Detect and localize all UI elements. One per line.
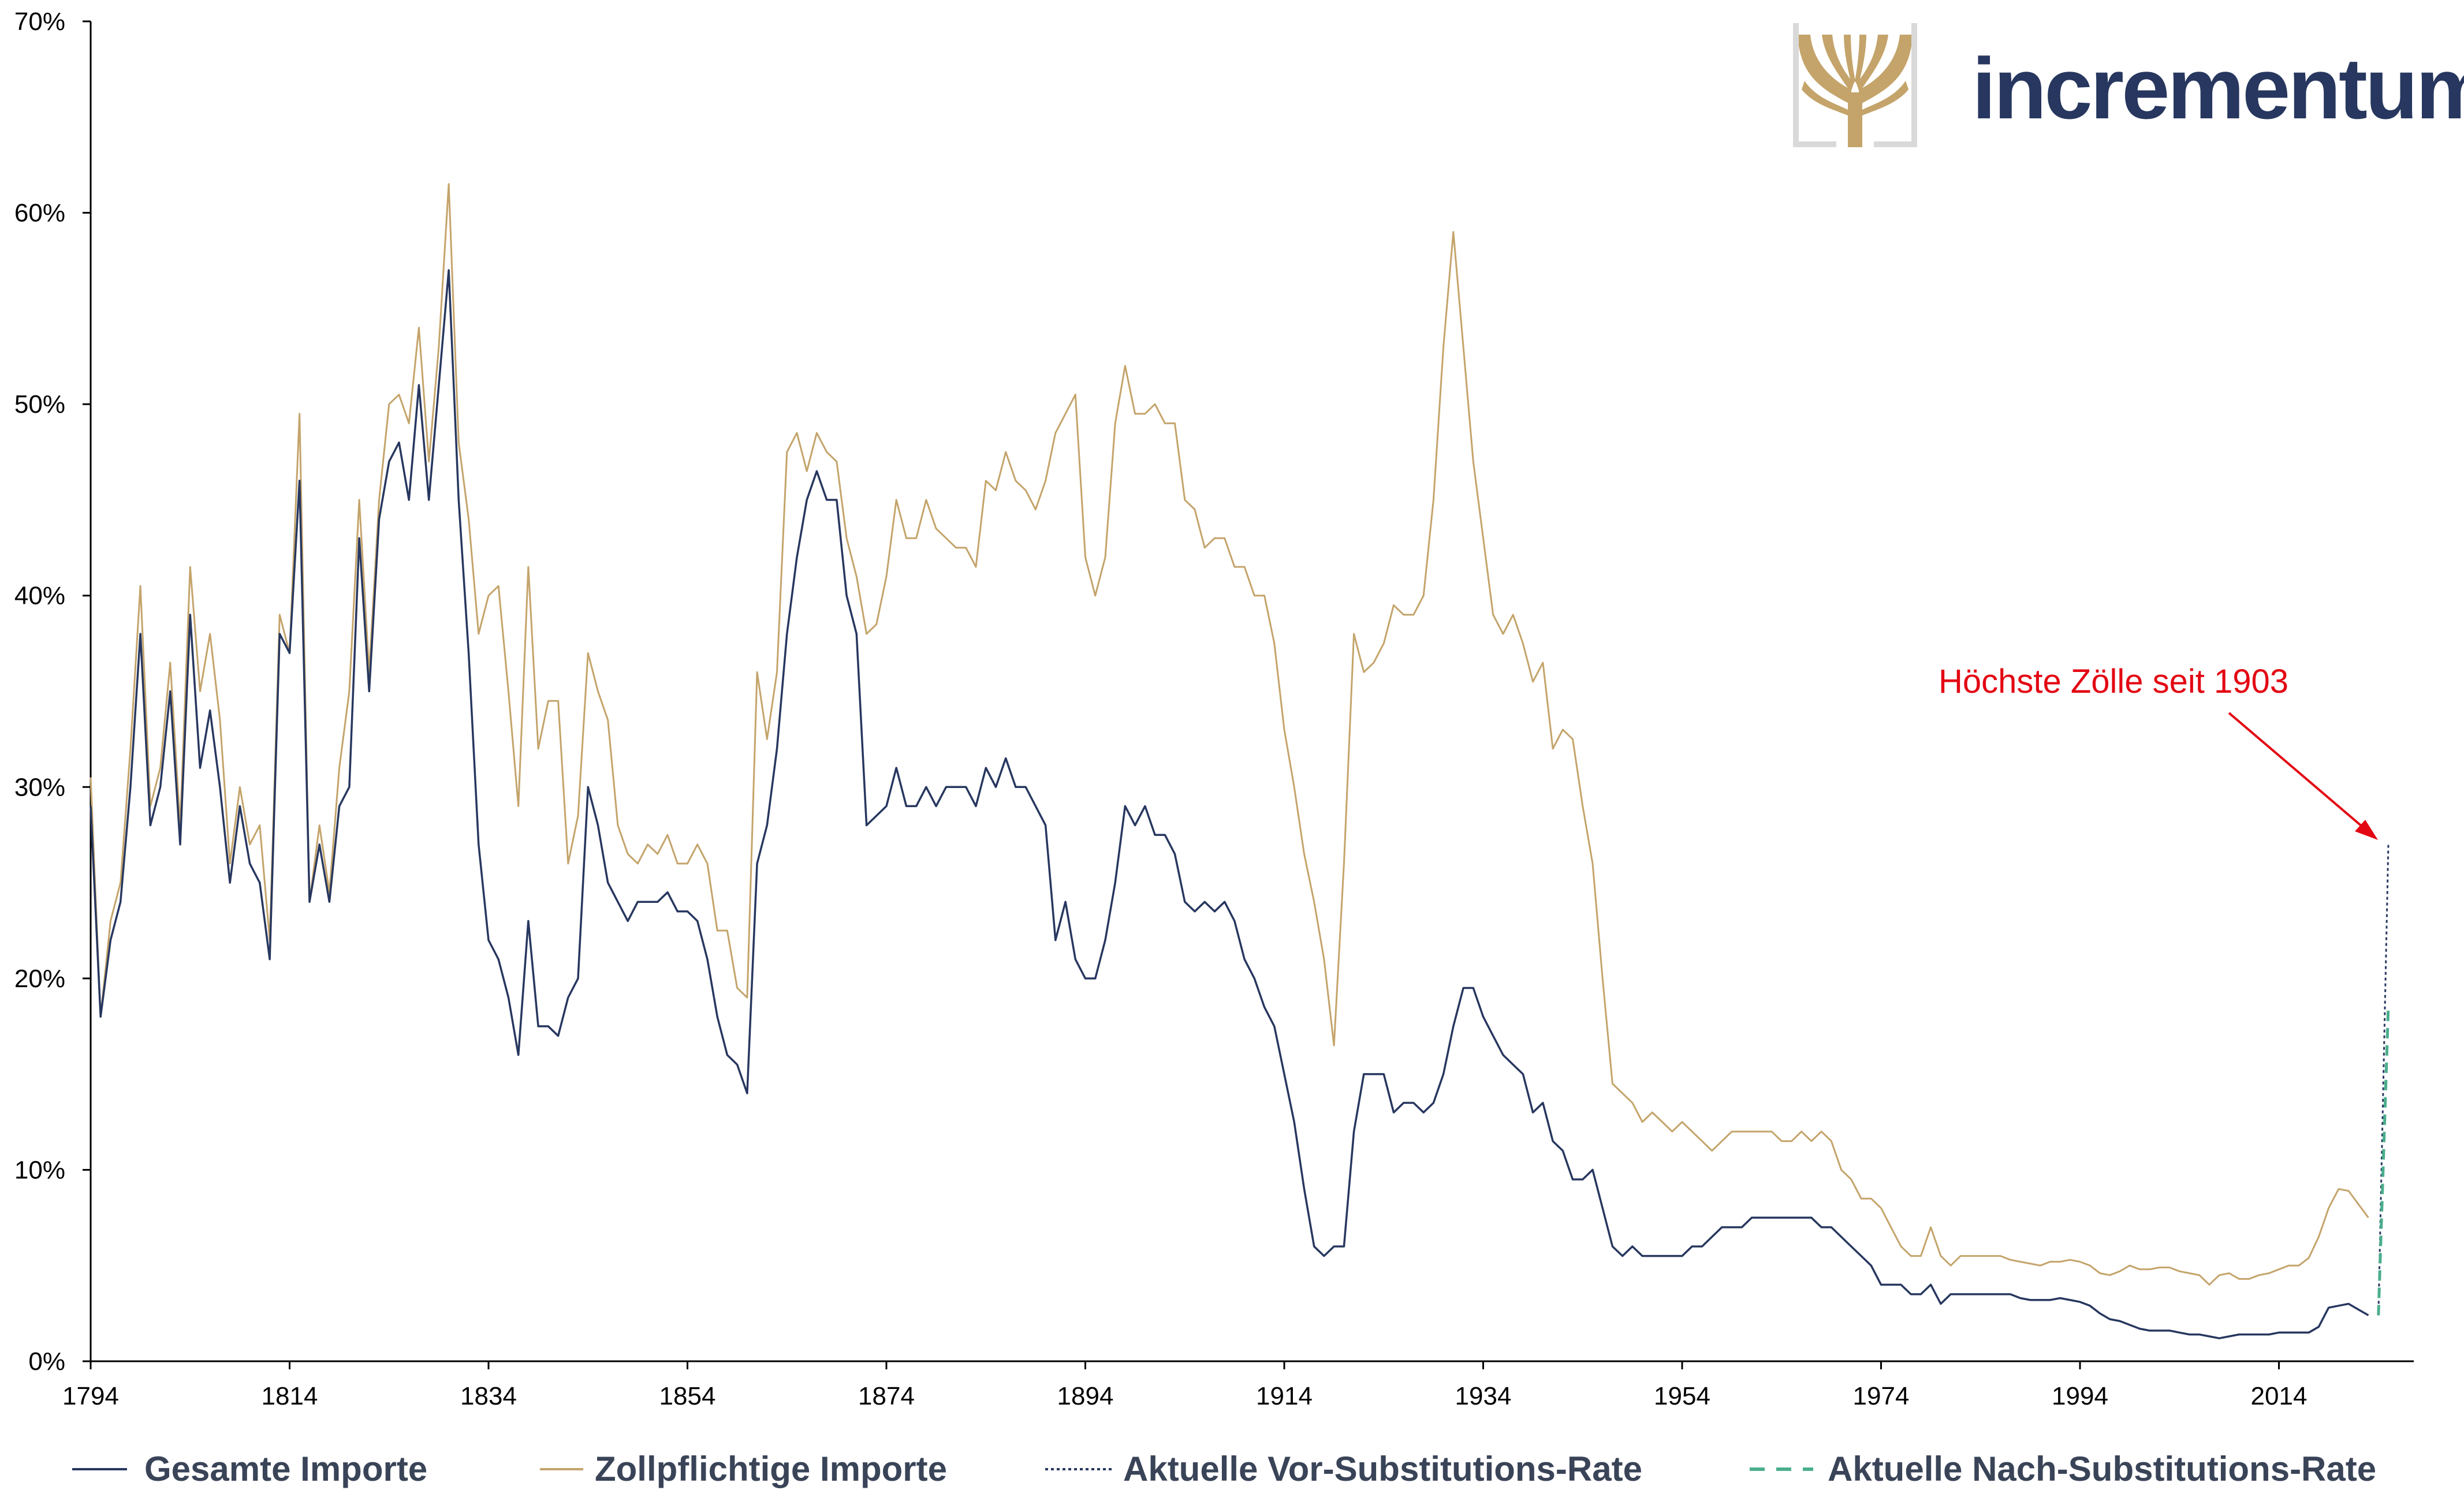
plot-area: 0% 10% 20% 30% 40% 50% 60% 70% 1794 1814 1834 1854… bbox=[14, 8, 2414, 1410]
legend-item-vor-substitutions-rate: Aktuelle Vor-Substitutions-Rate bbox=[1045, 1450, 1642, 1488]
annotation-text: Höchste Zölle seit 1903 bbox=[1939, 663, 2288, 700]
y-tick-label: 60% bbox=[14, 199, 65, 227]
x-tick-label: 1874 bbox=[858, 1382, 915, 1410]
y-tick-label: 10% bbox=[14, 1156, 65, 1184]
legend-item-gesamte-importe: Gesamte Importe bbox=[72, 1450, 427, 1488]
legend-label: Aktuelle Nach-Substitutions-Rate bbox=[1828, 1450, 2376, 1488]
annotation-arrowhead bbox=[2355, 820, 2378, 840]
series-layer bbox=[90, 183, 2390, 1339]
y-tick-label: 70% bbox=[14, 8, 65, 36]
series-line-zollpflichtige-importe bbox=[90, 183, 2369, 1286]
y-tick-label: 0% bbox=[28, 1347, 65, 1376]
brand-logo: incrementum bbox=[1793, 23, 2464, 147]
y-axis-ticks: 0% 10% 20% 30% 40% 50% 60% 70% bbox=[14, 8, 91, 1376]
annotation: Höchste Zölle seit 1903 bbox=[1939, 663, 2378, 840]
legend-label: Aktuelle Vor-Substitutions-Rate bbox=[1123, 1450, 1642, 1488]
series-line-gesamte-importe bbox=[90, 269, 2369, 1339]
legend: Gesamte Importe Zollpflichtige Importe A… bbox=[72, 1450, 2376, 1488]
legend-item-zollpflichtige-importe: Zollpflichtige Importe bbox=[540, 1450, 947, 1488]
annotation-arrow bbox=[2228, 712, 2368, 831]
legend-label: Zollpflichtige Importe bbox=[595, 1450, 947, 1488]
x-tick-label: 1974 bbox=[1853, 1382, 1910, 1410]
x-tick-label: 1994 bbox=[2052, 1382, 2108, 1410]
x-tick-label: 2014 bbox=[2251, 1382, 2308, 1410]
y-tick-label: 30% bbox=[14, 773, 65, 801]
legend-label: Gesamte Importe bbox=[144, 1450, 427, 1488]
y-tick-label: 20% bbox=[14, 965, 65, 993]
x-tick-label: 1834 bbox=[460, 1382, 517, 1410]
brand-name: incrementum bbox=[1972, 40, 2464, 137]
tree-icon bbox=[1793, 23, 1917, 147]
legend-item-nach-substitutions-rate: Aktuelle Nach-Substitutions-Rate bbox=[1750, 1450, 2376, 1488]
x-tick-label: 1794 bbox=[62, 1382, 119, 1410]
y-tick-label: 50% bbox=[14, 390, 65, 419]
x-tick-label: 1934 bbox=[1455, 1382, 1512, 1410]
x-tick-label: 1954 bbox=[1654, 1382, 1710, 1410]
x-tick-label: 1894 bbox=[1057, 1382, 1114, 1410]
x-tick-label: 1814 bbox=[262, 1382, 318, 1410]
x-tick-label: 1914 bbox=[1256, 1382, 1313, 1410]
x-axis-ticks: 1794 1814 1834 1854 1874 1894 1914 1934 1954 1974… bbox=[62, 1361, 2307, 1410]
x-tick-label: 1854 bbox=[659, 1382, 716, 1410]
y-tick-label: 40% bbox=[14, 582, 65, 610]
